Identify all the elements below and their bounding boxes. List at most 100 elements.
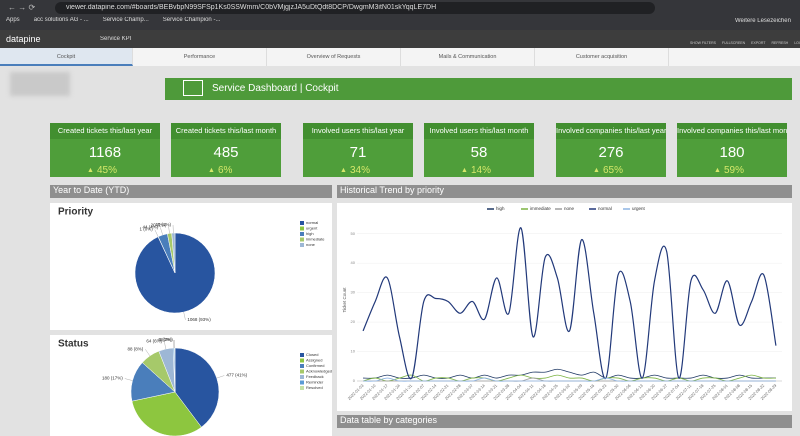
url: viewer.datapine.com/#boards/BEBvbpN99SFS… [66, 4, 437, 11]
nav-buttons[interactable]: ← → ⟳ [8, 3, 36, 12]
kpi-value: 180 [719, 144, 745, 161]
leader-line [145, 349, 151, 356]
legend-label: none [564, 206, 575, 211]
legend-swatch [300, 237, 304, 242]
kpi-arrow: ▲ [593, 167, 600, 174]
legend-label: immediate [306, 237, 325, 242]
section-title: Year to Date (YTD) [50, 185, 332, 198]
legend-swatch [300, 364, 304, 368]
leader-line [216, 375, 225, 379]
legend-label: normal [598, 206, 612, 211]
toolbar-button[interactable]: FULLSCREEN [722, 41, 746, 45]
bookmark[interactable]: acc solutions AG - ... [33, 17, 89, 23]
bookmark[interactable]: Service Champion -... [162, 17, 221, 23]
legend-swatch [300, 232, 304, 236]
kpi-change: 59% [724, 165, 745, 176]
slice-label: 477 (41%) [226, 373, 247, 378]
pie-slice [131, 391, 202, 436]
kpi-title: Created tickets this/last month [171, 123, 281, 139]
status-chart: Status 477 (41%) 180 (17%) 88 (8%)64 (6%)6 … [50, 335, 332, 436]
kpi-title: Involved users this/last month [424, 123, 534, 139]
toolbar-button[interactable]: EXPORT [751, 41, 766, 45]
leader-line [163, 341, 167, 350]
slice-label: 15 (1%) [155, 222, 171, 227]
slice-label: 1 (0%) [140, 227, 154, 232]
legend-label: Resolved [306, 385, 323, 390]
priority-chart: Priority 1068 (93%) 1 (0%)44 (4%)20 (2%)15… [50, 203, 332, 330]
tab[interactable]: Customer acquisition [535, 48, 669, 66]
legend-swatch [300, 226, 304, 231]
kpi-arrow: ▲ [461, 167, 468, 174]
dashboard-name: Service KPI [100, 36, 132, 42]
toolbar-button[interactable]: REFRESH [771, 41, 789, 45]
slice-label: 180 (17%) [102, 376, 123, 381]
pie-slice [171, 232, 176, 274]
legend-label: Feedback [306, 374, 324, 379]
toolbar: SHOW FILTERS FULLSCREEN EXPORT REFRESH LOG O… [690, 41, 800, 45]
y-tick-label: 40 [351, 260, 356, 265]
kpi-arrow: ▲ [714, 167, 721, 174]
legend-label: none [306, 242, 316, 247]
tab[interactable]: Overview of Requests [267, 48, 401, 66]
kpi-value: 1168 [88, 144, 122, 161]
bookmark[interactable]: Apps [6, 17, 20, 23]
app-bar [0, 30, 800, 48]
chart-title: Priority [58, 207, 93, 218]
kpi-value: 485 [213, 144, 239, 161]
kpi-title: Involved companies this/last month [677, 123, 787, 139]
tab[interactable]: Mails & Communication [401, 48, 535, 66]
slice-label: 44 (4%) [143, 225, 159, 230]
kpi-title: Created tickets this/last year [50, 123, 160, 139]
bookmark[interactable]: Service Champ... [102, 17, 149, 23]
legend-swatch [300, 221, 304, 225]
slice-label: 1068 (93%) [187, 317, 211, 322]
legend-label: urgent [306, 226, 318, 231]
legend-label: Assigned [306, 358, 322, 363]
leader-line [183, 312, 186, 320]
tab[interactable]: Performance [133, 48, 267, 66]
kpi-change: 34% [350, 165, 371, 176]
leader-line [168, 225, 170, 234]
series-line [362, 227, 777, 380]
y-tick-label: 20 [351, 319, 356, 324]
chart-title: Status [58, 339, 89, 350]
legend-swatch [300, 358, 304, 363]
kpi-change: 14% [471, 165, 492, 176]
legend-label: Closed [306, 352, 318, 357]
company-logo [10, 72, 70, 96]
legend-label: normal [306, 220, 318, 225]
leader-line [154, 229, 159, 237]
tab[interactable]: Cockpit [0, 48, 133, 66]
kpi-change: 45% [97, 165, 118, 176]
legend-swatch [300, 243, 304, 247]
kpi-value: 276 [598, 144, 624, 161]
kpi-arrow: ▲ [87, 167, 94, 174]
leader-line [160, 227, 163, 235]
y-tick-label: 10 [351, 349, 356, 354]
slice-label: 20 (2%) [151, 223, 167, 228]
legend-label: Acknowledged [306, 369, 332, 374]
series-line [363, 368, 776, 379]
other-bookmarks[interactable]: Weitere Lesezeichen [735, 18, 791, 24]
kpi-arrow: ▲ [340, 167, 347, 174]
legend-label: Confirmed [306, 363, 324, 368]
kpi-change: 65% [603, 165, 624, 176]
tab-bar: Cockpit Performance Overview of Requests Ma… [0, 48, 800, 66]
toolbar-button[interactable]: SHOW FILTERS [690, 41, 716, 45]
kpi-arrow: ▲ [208, 167, 215, 174]
legend-swatch [300, 375, 304, 379]
section-title: Historical Trend by priority [337, 185, 792, 198]
header-bar [165, 78, 792, 100]
legend-label: Reminder [306, 380, 324, 385]
legend-swatch [300, 353, 304, 357]
legend-swatch [300, 386, 304, 390]
toolbar-button[interactable]: LOG OUT [794, 41, 800, 45]
section-title: Data table by categories [337, 415, 792, 428]
slice-label: 2 (0%) [159, 337, 173, 342]
slice-label: 88 (8%) [128, 346, 144, 351]
bookmarks-bar: Apps acc solutions AG - ... Service Champ.… [6, 17, 220, 28]
address-bar[interactable] [55, 2, 655, 14]
y-tick-label: 0 [353, 378, 356, 383]
legend-label: urgent [632, 206, 646, 211]
